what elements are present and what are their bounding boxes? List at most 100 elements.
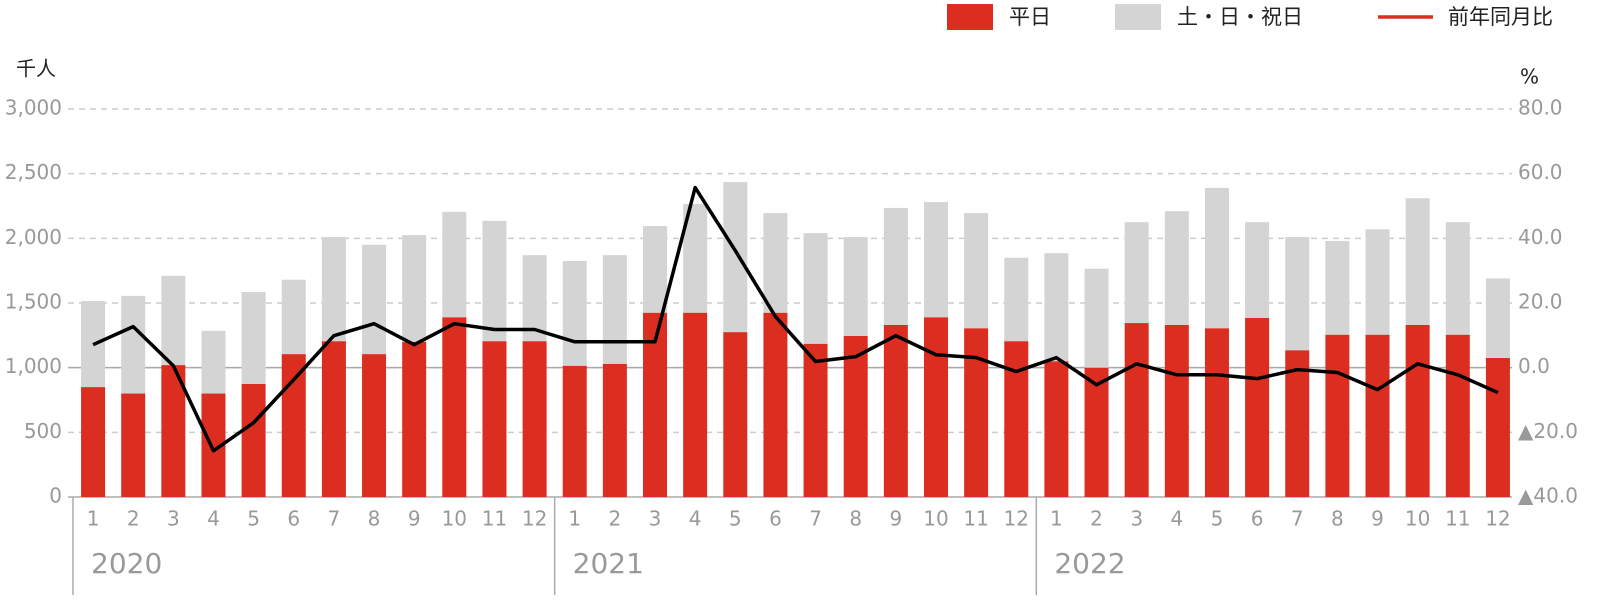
x-tick-label: 5 — [729, 507, 742, 531]
bar — [1124, 323, 1149, 497]
year-label: 2020 — [91, 547, 162, 580]
bar — [923, 202, 948, 318]
x-tick-label: 3 — [167, 507, 180, 531]
y2-tick-label: 80.0 — [1518, 96, 1563, 120]
bar — [602, 255, 627, 364]
x-tick-label: 8 — [1331, 507, 1344, 531]
bar — [241, 292, 266, 384]
bar — [281, 354, 306, 497]
bar — [763, 312, 788, 497]
bar — [161, 365, 186, 497]
y-tick-label: 2,000 — [5, 225, 62, 249]
bar — [1204, 187, 1229, 329]
bar — [1485, 357, 1510, 497]
bar — [562, 260, 587, 366]
y2-tick-label: 60.0 — [1518, 160, 1563, 184]
bar — [803, 343, 828, 497]
bar — [482, 220, 507, 342]
bar — [121, 295, 146, 394]
bar — [1485, 278, 1510, 358]
bar — [1365, 229, 1390, 335]
bar — [1044, 361, 1069, 497]
x-tick-label: 1 — [1050, 507, 1063, 531]
x-tick-label: 8 — [849, 507, 862, 531]
x-tick-label: 7 — [1291, 507, 1304, 531]
bar — [1285, 237, 1310, 351]
bar — [1445, 222, 1470, 335]
bar — [201, 330, 226, 394]
x-tick-label: 9 — [1371, 507, 1384, 531]
bar — [321, 341, 346, 497]
y2-tick-label: ▲40.0 — [1518, 484, 1578, 508]
x-tick-label: 9 — [408, 507, 421, 531]
bar — [522, 341, 547, 497]
x-tick-label: 2 — [609, 507, 622, 531]
y-tick-label: 2,500 — [5, 160, 62, 184]
y2-tick-label: 20.0 — [1518, 290, 1563, 314]
x-tick-label: 11 — [963, 507, 988, 531]
x-tick-label: 4 — [1170, 507, 1183, 531]
x-tick-label: 2 — [127, 507, 140, 531]
bar — [161, 275, 186, 366]
legend-label: 前年同月比 — [1448, 5, 1553, 29]
x-tick-label: 4 — [689, 507, 702, 531]
bar — [1004, 341, 1029, 497]
bar — [843, 237, 868, 336]
bar — [643, 226, 668, 313]
y-tick-label: 500 — [24, 419, 62, 443]
bar — [1044, 253, 1069, 362]
x-tick-label: 10 — [923, 507, 948, 531]
bar — [1445, 334, 1470, 497]
x-tick-label: 12 — [1004, 507, 1029, 531]
x-tick-label: 6 — [1251, 507, 1264, 531]
bar — [803, 233, 828, 344]
bar — [1164, 211, 1189, 325]
x-tick-label: 3 — [649, 507, 662, 531]
bar — [121, 393, 146, 497]
legend-swatch — [947, 4, 993, 30]
bar — [362, 354, 387, 497]
year-label: 2021 — [573, 547, 644, 580]
bar — [923, 317, 948, 497]
bar — [562, 365, 587, 497]
x-tick-label: 9 — [889, 507, 902, 531]
bar — [1084, 367, 1109, 497]
bar — [1245, 222, 1270, 318]
x-tick-label: 2 — [1090, 507, 1103, 531]
y2-tick-label: 0.0 — [1518, 354, 1550, 378]
x-tick-label: 1 — [568, 507, 581, 531]
x-tick-label: 12 — [522, 507, 547, 531]
y2-tick-label: ▲20.0 — [1518, 419, 1578, 443]
y-tick-label: 3,000 — [5, 96, 62, 120]
bar — [1405, 324, 1430, 497]
line — [92, 185, 1499, 453]
y2-axis-label: % — [1520, 65, 1539, 89]
y-tick-label: 0 — [49, 484, 62, 508]
legend-label: 土・日・祝日 — [1177, 5, 1303, 29]
x-tick-label: 6 — [287, 507, 300, 531]
x-tick-label: 3 — [1130, 507, 1143, 531]
bar — [1124, 222, 1149, 324]
bar — [281, 279, 306, 355]
bar — [482, 341, 507, 497]
bar — [723, 332, 748, 497]
bar — [362, 244, 387, 355]
bar — [964, 213, 989, 329]
year-label: 2022 — [1054, 547, 1125, 580]
bar — [843, 335, 868, 497]
bar — [1084, 268, 1109, 368]
bar — [442, 211, 467, 318]
x-tick-label: 4 — [207, 507, 220, 531]
x-tick-label: 11 — [482, 507, 507, 531]
bar — [883, 207, 908, 325]
x-tick-label: 7 — [328, 507, 341, 531]
legend-swatch — [1115, 4, 1161, 30]
bar — [321, 237, 346, 342]
bar — [81, 387, 106, 497]
x-tick-label: 11 — [1445, 507, 1470, 531]
x-tick-label: 10 — [1405, 507, 1430, 531]
bar — [402, 341, 427, 497]
bar — [883, 324, 908, 497]
bar — [1004, 257, 1029, 342]
